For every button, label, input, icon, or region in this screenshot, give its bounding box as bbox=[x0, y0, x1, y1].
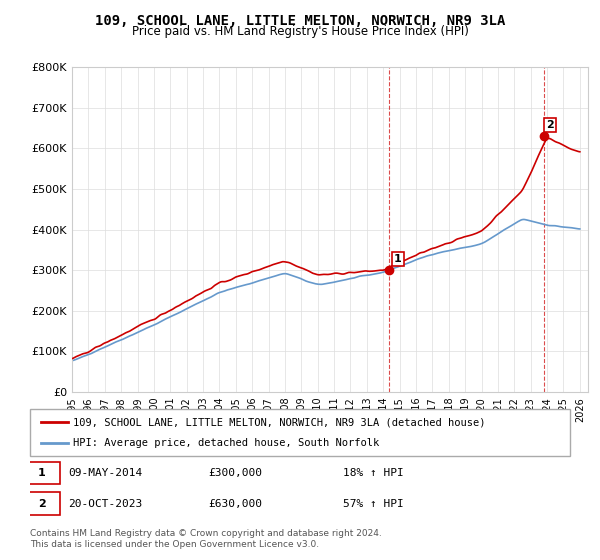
Text: 57% ↑ HPI: 57% ↑ HPI bbox=[343, 499, 404, 509]
FancyBboxPatch shape bbox=[30, 409, 570, 456]
Text: Contains HM Land Registry data © Crown copyright and database right 2024.
This d: Contains HM Land Registry data © Crown c… bbox=[30, 529, 382, 549]
Text: 20-OCT-2023: 20-OCT-2023 bbox=[68, 499, 142, 509]
Text: 109, SCHOOL LANE, LITTLE MELTON, NORWICH, NR9 3LA (detached house): 109, SCHOOL LANE, LITTLE MELTON, NORWICH… bbox=[73, 417, 486, 427]
Text: HPI: Average price, detached house, South Norfolk: HPI: Average price, detached house, Sout… bbox=[73, 438, 379, 448]
Text: 2: 2 bbox=[38, 499, 46, 509]
FancyBboxPatch shape bbox=[25, 492, 60, 515]
Text: 1: 1 bbox=[394, 254, 401, 264]
Text: 2: 2 bbox=[546, 120, 554, 130]
Text: 09-MAY-2014: 09-MAY-2014 bbox=[68, 468, 142, 478]
FancyBboxPatch shape bbox=[25, 461, 60, 484]
Text: 1: 1 bbox=[38, 468, 46, 478]
Text: £630,000: £630,000 bbox=[208, 499, 262, 509]
Text: Price paid vs. HM Land Registry's House Price Index (HPI): Price paid vs. HM Land Registry's House … bbox=[131, 25, 469, 38]
Text: £300,000: £300,000 bbox=[208, 468, 262, 478]
Text: 18% ↑ HPI: 18% ↑ HPI bbox=[343, 468, 404, 478]
Text: 109, SCHOOL LANE, LITTLE MELTON, NORWICH, NR9 3LA: 109, SCHOOL LANE, LITTLE MELTON, NORWICH… bbox=[95, 14, 505, 28]
